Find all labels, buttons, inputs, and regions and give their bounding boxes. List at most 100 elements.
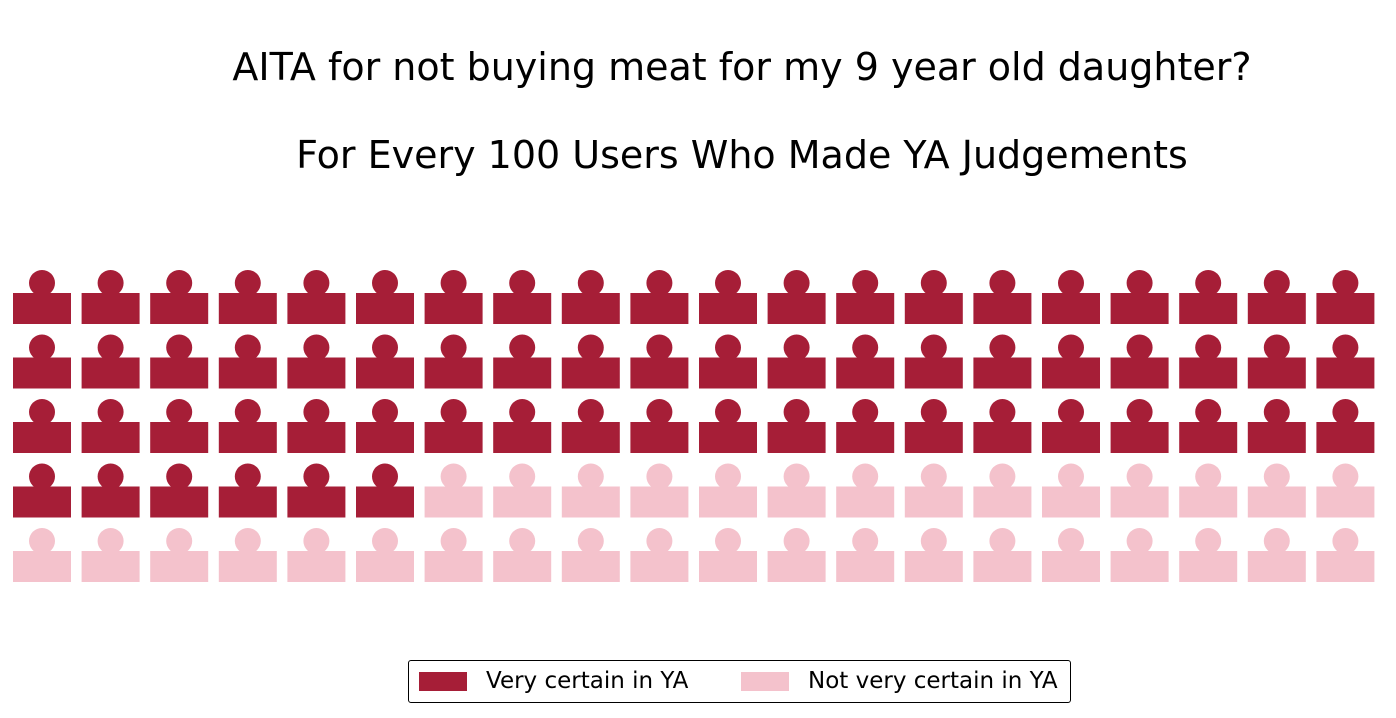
person-icon-body bbox=[973, 551, 1032, 582]
person-icon-head bbox=[783, 463, 810, 490]
person-icon-head bbox=[1195, 270, 1222, 296]
person-icon-body bbox=[904, 357, 963, 389]
chart-title: AITA for not buying meat for my 9 year o… bbox=[232, 45, 1252, 89]
person-icon-body bbox=[561, 486, 620, 518]
person-icon-body bbox=[973, 486, 1032, 518]
person-icon bbox=[1179, 528, 1238, 582]
person-icon bbox=[287, 528, 346, 582]
person-icon-body bbox=[218, 486, 277, 518]
person-icon bbox=[973, 334, 1032, 389]
person-icon bbox=[218, 463, 277, 518]
person-icon-body bbox=[493, 357, 552, 389]
person-icon bbox=[904, 399, 963, 453]
person-icon-body bbox=[424, 486, 483, 518]
chart-subtitle: For Every 100 Users Who Made YA Judgemen… bbox=[296, 133, 1188, 177]
person-icon-head bbox=[646, 334, 673, 361]
person-icon-head bbox=[509, 334, 536, 361]
person-icon-body bbox=[904, 486, 963, 518]
person-icon bbox=[561, 528, 620, 582]
person-icon-head bbox=[29, 334, 55, 361]
person-icon-head bbox=[1058, 399, 1084, 425]
person-icon-body bbox=[493, 422, 552, 453]
person-icon bbox=[1042, 463, 1100, 518]
person-icon bbox=[356, 399, 414, 453]
person-icon-head bbox=[372, 399, 398, 425]
person-icon-head bbox=[303, 334, 330, 361]
person-icon-head bbox=[783, 270, 810, 296]
person-icon-body bbox=[1247, 422, 1306, 453]
person-icon-body bbox=[1316, 486, 1375, 518]
person-icon-head bbox=[509, 528, 536, 554]
person-icon-head bbox=[852, 528, 879, 554]
person-icon-head bbox=[234, 463, 261, 490]
person-icon-head bbox=[646, 399, 673, 425]
person-icon-body bbox=[424, 551, 483, 582]
person-icon-head bbox=[646, 270, 673, 296]
person-icon-body bbox=[630, 422, 689, 453]
person-icon-body bbox=[836, 486, 895, 518]
person-icon-body bbox=[1247, 357, 1306, 389]
person-icon-head bbox=[440, 463, 467, 490]
person-icon-body bbox=[13, 293, 71, 324]
person-icon-head bbox=[303, 463, 330, 490]
person-icon bbox=[836, 528, 895, 582]
person-icon-head bbox=[29, 528, 55, 554]
person-icon bbox=[493, 528, 552, 582]
person-icon-head bbox=[1263, 528, 1290, 554]
person-icon-head bbox=[1126, 399, 1153, 425]
person-icon bbox=[493, 334, 552, 389]
person-icon-head bbox=[1126, 270, 1153, 296]
person-icon-body bbox=[218, 551, 277, 582]
person-icon bbox=[150, 528, 209, 582]
person-icon bbox=[1179, 334, 1238, 389]
person-icon bbox=[493, 270, 552, 324]
person-icon bbox=[904, 334, 963, 389]
person-icon-body bbox=[1316, 422, 1375, 453]
person-icon-head bbox=[1332, 334, 1359, 361]
person-icon-body bbox=[699, 357, 757, 389]
person-icon-head bbox=[97, 399, 124, 425]
person-icon-body bbox=[1042, 551, 1100, 582]
person-icon-head bbox=[989, 463, 1016, 490]
person-icon bbox=[973, 270, 1032, 324]
person-icon-body bbox=[287, 422, 346, 453]
person-icon bbox=[767, 399, 826, 453]
person-icon-head bbox=[1126, 463, 1153, 490]
person-icon bbox=[973, 528, 1032, 582]
person-icon-body bbox=[1247, 293, 1306, 324]
person-icon-body bbox=[904, 551, 963, 582]
person-icon-head bbox=[97, 528, 124, 554]
person-icon-head bbox=[29, 463, 55, 490]
person-icon-body bbox=[356, 293, 414, 324]
person-icon-head bbox=[1195, 463, 1222, 490]
person-icon bbox=[1042, 399, 1100, 453]
person-icon bbox=[1110, 270, 1169, 324]
person-icon-body bbox=[836, 422, 895, 453]
person-icon-body bbox=[630, 357, 689, 389]
person-icon-body bbox=[1042, 486, 1100, 518]
person-icon bbox=[1110, 528, 1169, 582]
person-icon-head bbox=[372, 528, 398, 554]
person-icon-head bbox=[1058, 270, 1084, 296]
person-icon-head bbox=[440, 270, 467, 296]
person-icon-head bbox=[97, 463, 124, 490]
person-icon-head bbox=[509, 463, 536, 490]
person-icon-body bbox=[1042, 422, 1100, 453]
person-icon-body bbox=[973, 357, 1032, 389]
person-icon bbox=[699, 399, 757, 453]
person-icon-head bbox=[989, 528, 1016, 554]
person-icon-head bbox=[1058, 528, 1084, 554]
person-icon-head bbox=[97, 334, 124, 361]
person-icon-head bbox=[577, 270, 604, 296]
person-icon-body bbox=[218, 357, 277, 389]
person-icon-head bbox=[1263, 463, 1290, 490]
person-icon bbox=[287, 463, 346, 518]
legend-swatch-not-very-certain bbox=[741, 672, 789, 691]
person-icon bbox=[13, 270, 71, 324]
person-icon-body bbox=[81, 551, 140, 582]
person-icon-body bbox=[218, 293, 277, 324]
person-icon-head bbox=[440, 334, 467, 361]
person-icon bbox=[973, 399, 1032, 453]
person-icon-body bbox=[561, 293, 620, 324]
person-icon bbox=[1247, 270, 1306, 324]
